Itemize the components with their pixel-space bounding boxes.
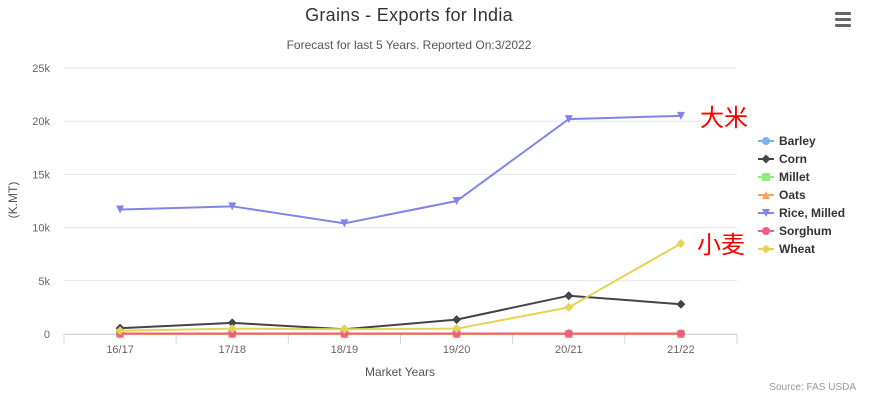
- y-tick-label: 5k: [38, 276, 50, 288]
- y-tick-label: 25k: [32, 63, 50, 75]
- data-point-rice-milled[interactable]: [228, 202, 237, 211]
- series-line-corn[interactable]: [120, 294, 681, 331]
- legend-item-rice-milled[interactable]: Rice, Milled: [758, 204, 845, 222]
- legend-item-millet[interactable]: Millet: [758, 168, 845, 186]
- data-point-sorghum[interactable]: [676, 329, 685, 338]
- series-rice-milled: [116, 111, 685, 228]
- x-tick-label: 19/20: [443, 344, 471, 356]
- data-point-sorghum[interactable]: [564, 329, 573, 338]
- data-point-corn[interactable]: [452, 315, 462, 325]
- legend-symbol-icon: [758, 173, 774, 181]
- data-point-wheat[interactable]: [452, 324, 462, 334]
- legend: Barley Corn Millet Oats Rice, Milled Sorghum W…: [758, 132, 845, 258]
- x-tick-label: 18/19: [331, 344, 359, 356]
- data-point-wheat[interactable]: [115, 326, 125, 336]
- data-point-wheat[interactable]: [676, 239, 686, 249]
- series-line-wheat[interactable]: [120, 242, 682, 332]
- x-tick-label: 20/21: [555, 344, 583, 356]
- legend-symbol-icon: [758, 209, 774, 217]
- legend-item-barley[interactable]: Barley: [758, 132, 845, 150]
- y-tick-label: 20k: [32, 116, 50, 128]
- data-point-rice-milled[interactable]: [676, 111, 685, 120]
- legend-symbol-icon: [758, 244, 774, 254]
- data-point-wheat[interactable]: [227, 324, 237, 334]
- legend-item-wheat[interactable]: Wheat: [758, 240, 845, 258]
- chart-subtitle: Forecast for last 5 Years. Reported On:3…: [286, 38, 532, 52]
- legend-symbol-icon: [758, 154, 774, 164]
- y-axis-title: (K.MT): [6, 182, 20, 219]
- series-line-rice-milled[interactable]: [120, 114, 681, 225]
- legend-marker[interactable]: [762, 227, 770, 235]
- legend-marker[interactable]: [761, 154, 771, 164]
- legend-label: Oats: [779, 188, 806, 202]
- data-point-rice-milled[interactable]: [564, 115, 573, 124]
- annotation-wheat: 小麦: [697, 231, 745, 259]
- data-point-rice-milled[interactable]: [116, 205, 125, 214]
- data-point-wheat[interactable]: [564, 302, 574, 312]
- legend-item-oats[interactable]: Oats: [758, 186, 845, 204]
- legend-marker[interactable]: [761, 244, 771, 254]
- chart-title: Grains - Exports for India: [305, 5, 513, 25]
- legend-symbol-icon: [758, 191, 774, 199]
- legend-label: Wheat: [779, 242, 815, 256]
- series-wheat: [115, 239, 686, 336]
- series-sorghum: [116, 329, 685, 338]
- data-point-corn[interactable]: [676, 299, 686, 309]
- legend-label: Sorghum: [779, 224, 832, 238]
- source-credit[interactable]: Source: FAS USDA: [769, 382, 856, 393]
- legend-marker[interactable]: [762, 173, 770, 181]
- data-point-corn[interactable]: [564, 291, 574, 301]
- x-tick-label: 21/22: [667, 344, 695, 356]
- legend-label: Millet: [779, 170, 810, 184]
- x-tick-label: 17/18: [218, 344, 246, 356]
- legend-label: Barley: [779, 134, 816, 148]
- legend-marker[interactable]: [762, 137, 770, 145]
- data-point-sorghum[interactable]: [452, 329, 461, 338]
- x-axis-title: Market Years: [365, 365, 435, 379]
- data-point-rice-milled[interactable]: [340, 219, 349, 228]
- legend-symbol-icon: [758, 227, 774, 235]
- annotation-rice: 大米: [700, 104, 748, 132]
- y-tick-label: 15k: [32, 169, 50, 181]
- y-tick-label: 10k: [32, 223, 50, 235]
- legend-marker[interactable]: [762, 209, 770, 217]
- legend-marker[interactable]: [762, 191, 770, 199]
- data-point-rice-milled[interactable]: [452, 197, 461, 205]
- legend-item-sorghum[interactable]: Sorghum: [758, 222, 845, 240]
- x-tick-label: 16/17: [106, 344, 134, 356]
- context-menu-button[interactable]: [832, 8, 856, 30]
- legend-item-corn[interactable]: Corn: [758, 150, 845, 168]
- hamburger-menu-icon: [835, 12, 851, 15]
- y-tick-label: 0: [44, 329, 50, 341]
- data-point-wheat[interactable]: [339, 324, 349, 334]
- data-point-corn[interactable]: [227, 318, 237, 328]
- legend-symbol-icon: [758, 137, 774, 145]
- data-point-sorghum[interactable]: [228, 329, 237, 338]
- series-corn: [115, 291, 686, 334]
- legend-label: Rice, Milled: [779, 206, 846, 220]
- legend-label: Corn: [779, 152, 807, 166]
